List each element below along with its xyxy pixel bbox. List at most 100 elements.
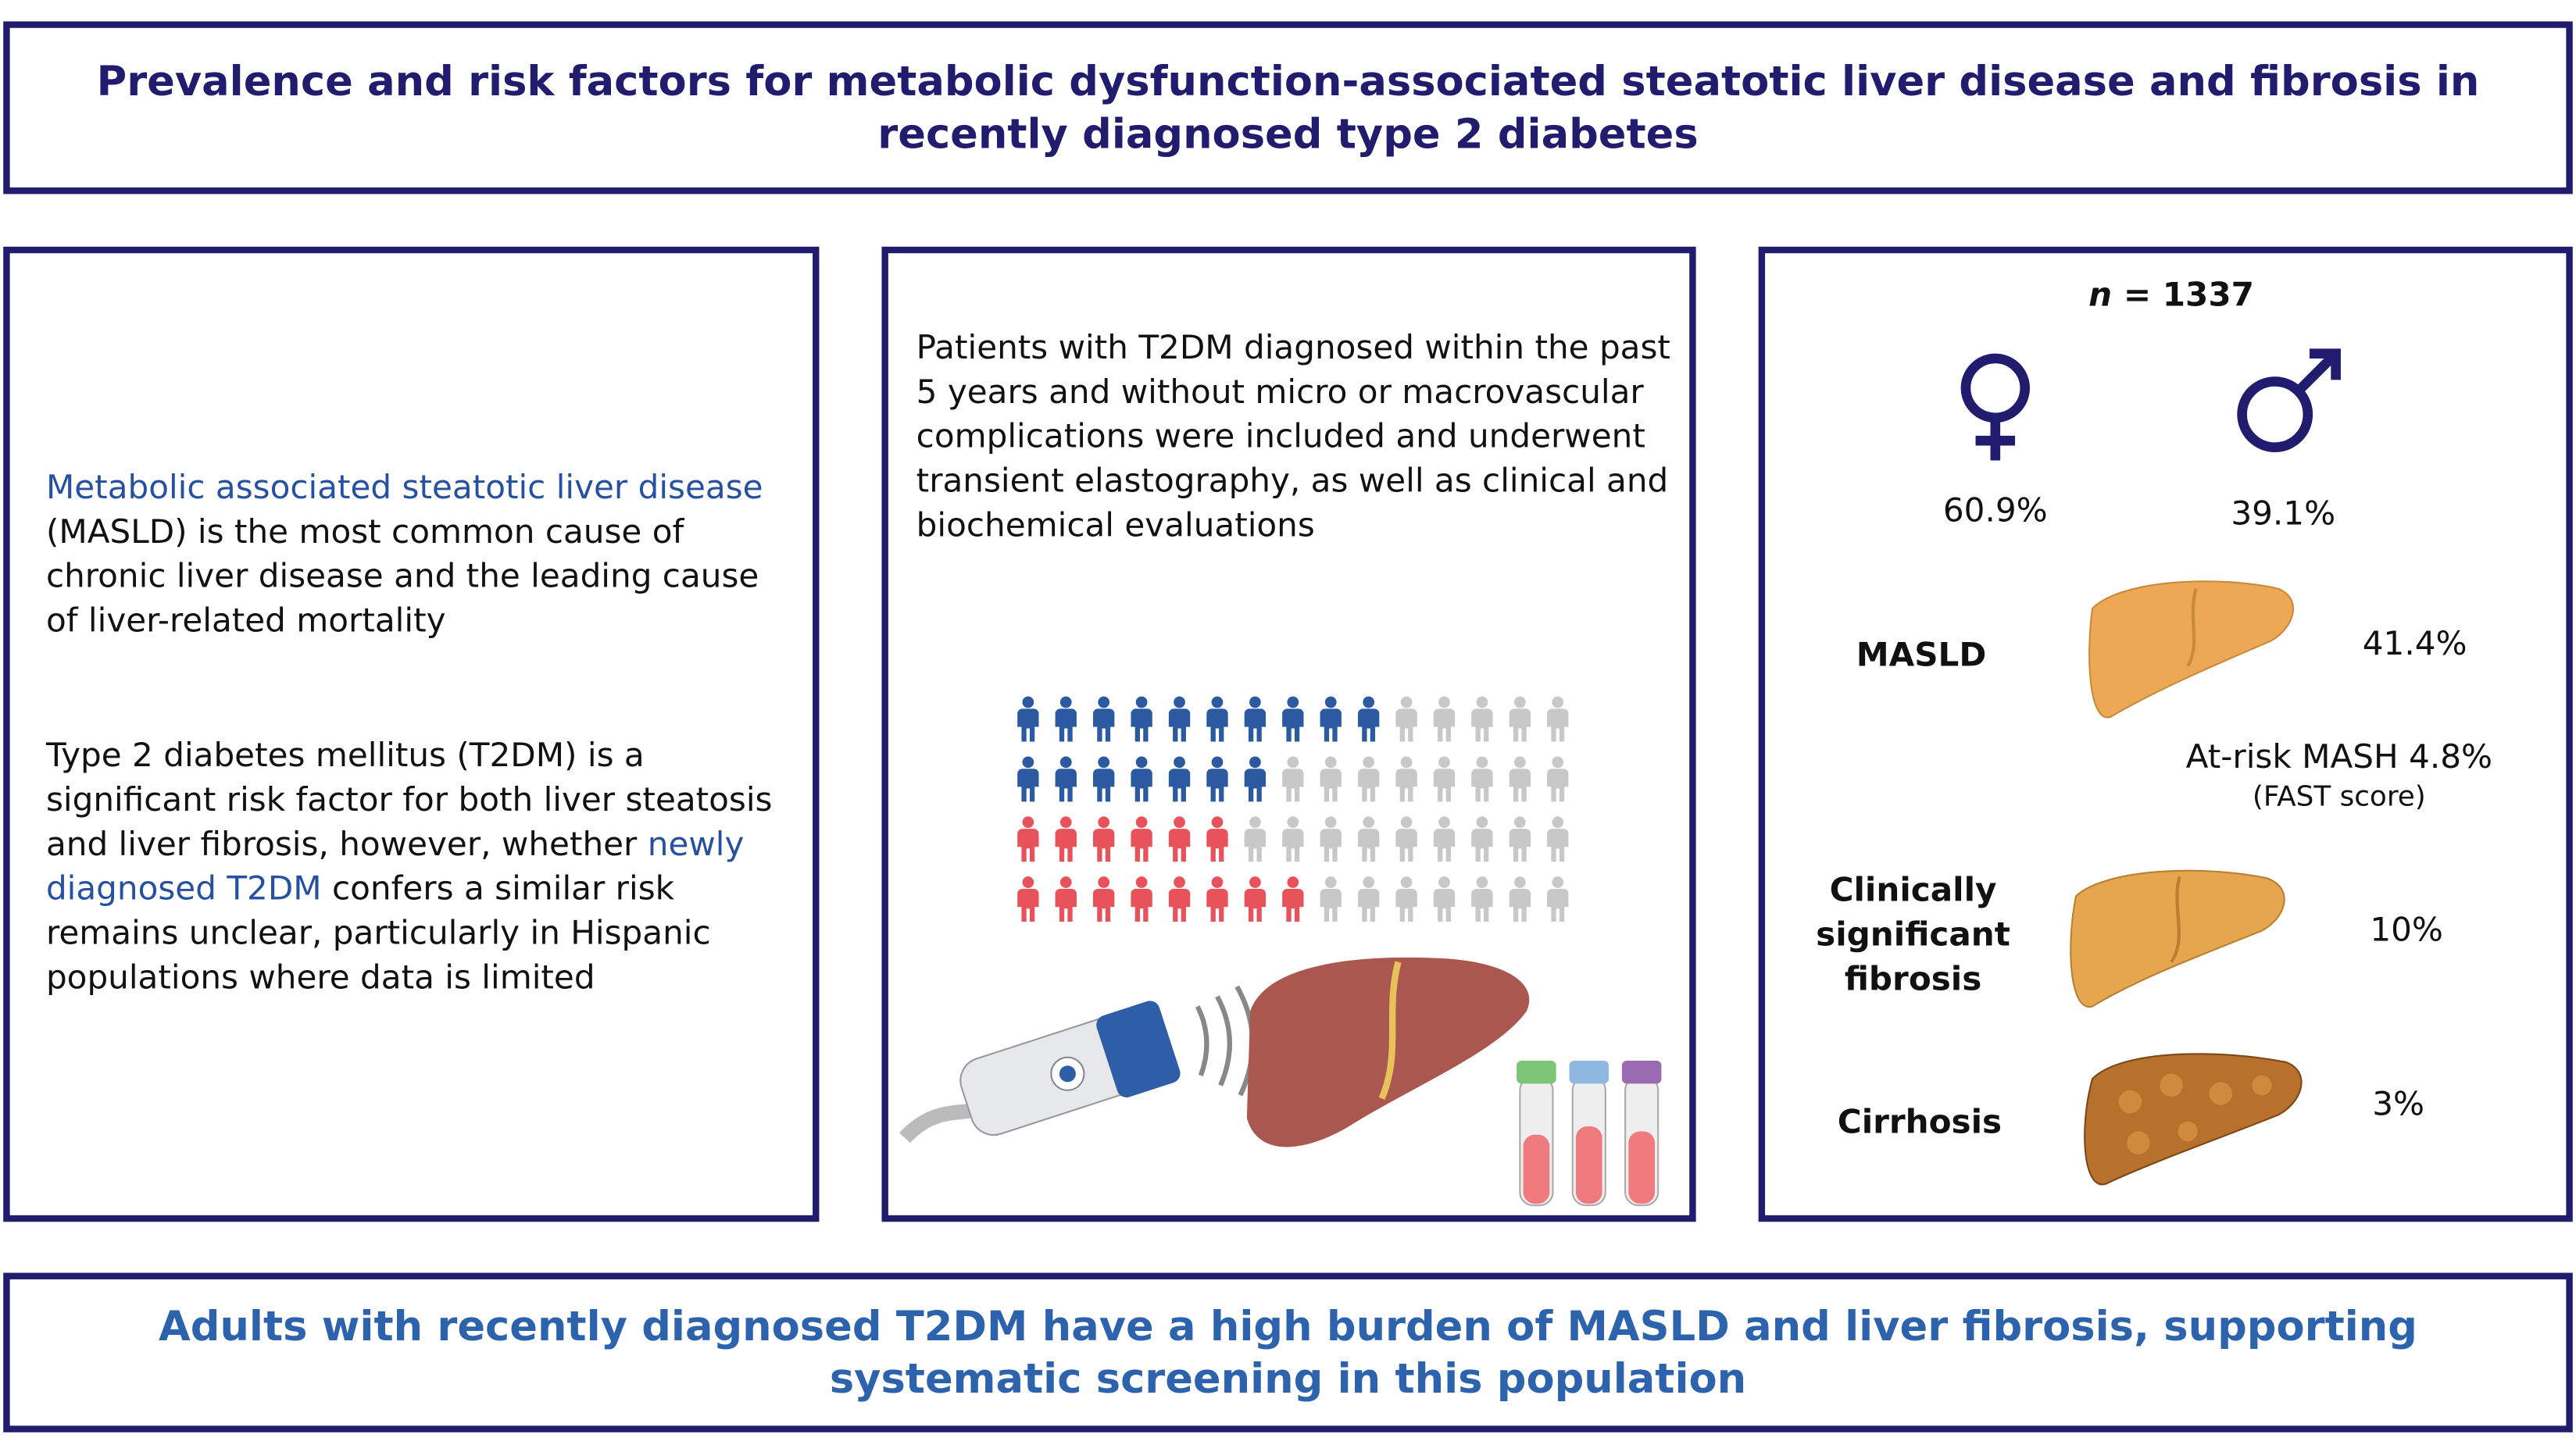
person-head [1363, 816, 1375, 829]
person-icon [1282, 888, 1304, 922]
person-head [1211, 816, 1224, 829]
person-icon [1395, 829, 1417, 862]
text: (MASLD) is the most common cause of chro… [45, 511, 759, 640]
person-head [1135, 756, 1148, 769]
person-icon [1055, 769, 1077, 802]
person-icon [1509, 769, 1531, 802]
person-icon [1395, 769, 1417, 802]
people-pictogram [1017, 696, 1569, 922]
person-icon [1206, 708, 1228, 742]
title-box: Prevalence and risk factors for metaboli… [3, 21, 2573, 194]
person-head [1438, 876, 1450, 888]
person-icon [1471, 829, 1493, 862]
person-head [1400, 696, 1413, 708]
person-head [1211, 696, 1224, 708]
person-icon [1017, 769, 1039, 802]
person-icon [1206, 769, 1228, 802]
person-head [1400, 756, 1413, 769]
cirrhosis-value: 3% [2372, 1083, 2425, 1123]
liver-fibrosis [2070, 869, 2285, 1008]
n-label: n [2088, 274, 2113, 315]
female-symbol [1960, 353, 2031, 461]
person-head [1400, 876, 1413, 888]
person-icon [1320, 769, 1342, 802]
person-icon [1017, 829, 1039, 862]
person-head [1513, 696, 1526, 708]
results-panel [1758, 246, 2573, 1222]
person-head [1438, 816, 1450, 829]
person-icon [1131, 708, 1152, 742]
person-icon [1433, 829, 1456, 862]
background-paragraph: Type 2 diabetes mellitus (T2DM) is a sig… [46, 733, 778, 1000]
person-head [1513, 876, 1526, 888]
person-icon [1509, 829, 1531, 862]
person-head [1022, 876, 1034, 888]
person-icon [1433, 888, 1456, 922]
person-icon [1093, 829, 1115, 862]
background-panel [3, 246, 820, 1222]
person-icon [1131, 769, 1152, 802]
person-icon [1547, 769, 1569, 802]
background-paragraph: Metabolic associated steatotic liver dis… [46, 466, 778, 643]
person-head [1552, 876, 1564, 888]
person-icon [1093, 769, 1115, 802]
liver-masld [2088, 580, 2294, 719]
person-icon [1320, 708, 1342, 742]
person-icon [1357, 769, 1380, 802]
person-head [1363, 756, 1375, 769]
person-icon [1017, 888, 1039, 922]
person-head [1287, 816, 1299, 829]
person-icon [1282, 769, 1304, 802]
person-icon [1055, 888, 1077, 922]
person-head [1476, 876, 1488, 888]
person-head [1513, 816, 1526, 829]
person-icon [1357, 888, 1380, 922]
person-head [1059, 696, 1072, 708]
person-head [1211, 876, 1224, 888]
person-head [1513, 756, 1526, 769]
person-head [1022, 756, 1034, 769]
person-head [1287, 756, 1299, 769]
person-head [1287, 876, 1299, 888]
person-icon [1093, 888, 1115, 922]
person-head [1552, 756, 1564, 769]
blood-tubes [1517, 1060, 1662, 1207]
label-line: significant [1816, 914, 2010, 954]
person-icon [1093, 708, 1115, 742]
label-line: fibrosis [1844, 958, 1982, 998]
person-icon [1168, 829, 1191, 862]
person-icon [1131, 829, 1152, 862]
person-icon [1395, 708, 1417, 742]
person-icon [1282, 708, 1304, 742]
person-head [1476, 816, 1488, 829]
person-head [1098, 756, 1110, 769]
person-icon [1509, 888, 1531, 922]
person-icon [1168, 888, 1191, 922]
person-head [1174, 756, 1185, 769]
fibrosis-value: 10% [2370, 909, 2443, 949]
elastography-probe [899, 985, 1256, 1143]
male-symbol [2237, 348, 2341, 452]
person-head [1174, 816, 1185, 829]
masld-value: 41.4% [2362, 623, 2467, 663]
person-head [1438, 756, 1450, 769]
highlight: Metabolic associated steatotic liver dis… [45, 466, 763, 507]
cirrhosis-label: Cirrhosis [1837, 1101, 2003, 1142]
person-head [1174, 696, 1185, 708]
male-percent: 39.1% [2231, 493, 2336, 533]
person-head [1324, 816, 1337, 829]
person-head [1098, 816, 1110, 829]
person-head [1552, 696, 1564, 708]
person-icon [1547, 888, 1569, 922]
person-head [1211, 756, 1224, 769]
person-head [1059, 816, 1072, 829]
person-head [1135, 816, 1148, 829]
person-icon [1433, 769, 1456, 802]
person-icon [1206, 888, 1228, 922]
person-head [1098, 696, 1110, 708]
person-head [1135, 696, 1148, 708]
person-icon [1055, 829, 1077, 862]
person-head [1059, 876, 1072, 888]
